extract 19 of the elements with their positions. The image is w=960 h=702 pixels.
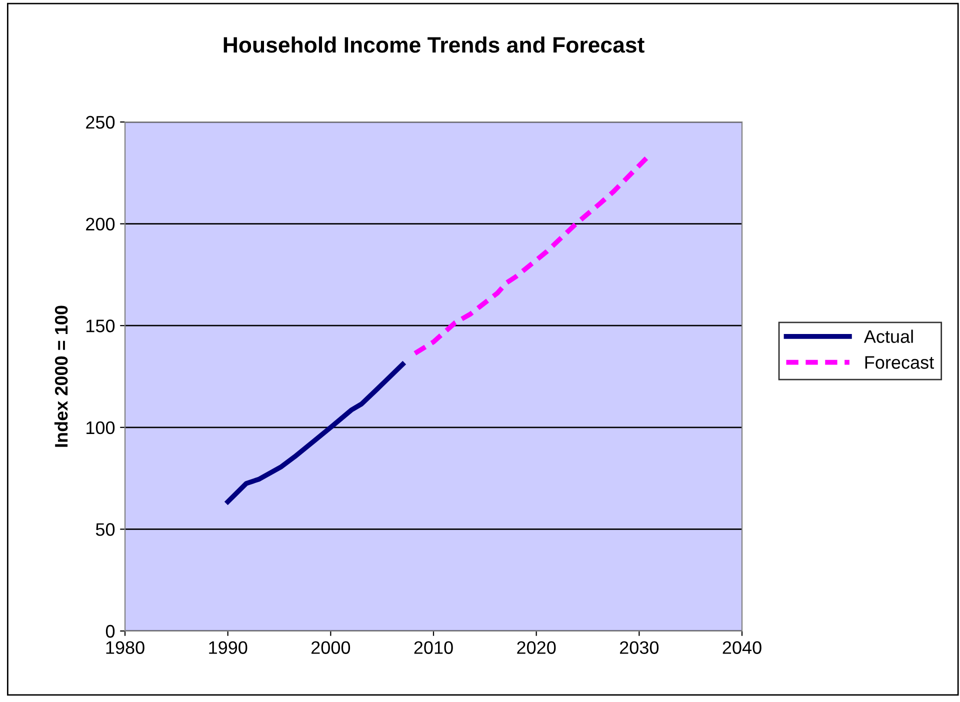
line-series — [412, 156, 649, 356]
legend-label: Forecast — [865, 356, 934, 369]
x-tick-label: 2000 — [311, 641, 350, 654]
y-tick-label: 50 — [96, 523, 115, 536]
x-tick-label: 2020 — [517, 641, 556, 654]
y-tick-label: 100 — [86, 421, 115, 434]
y-axis-title: Index 2000 = 100 — [54, 306, 68, 447]
x-tick-label: 2010 — [414, 641, 453, 654]
line-series — [225, 362, 406, 504]
y-tick-label: 0 — [106, 624, 115, 638]
y-tick-label: 200 — [86, 218, 115, 231]
x-tick-label: 2040 — [722, 641, 762, 654]
x-tick-label: 1990 — [209, 641, 248, 654]
chart-title: Household Income Trends and Forecast — [224, 36, 644, 53]
x-tick-label: 1980 — [106, 641, 144, 654]
y-tick-label: 250 — [86, 116, 115, 129]
y-tick-label: 150 — [86, 320, 115, 332]
legend-label: Actual — [864, 330, 913, 343]
x-tick-label: 2030 — [620, 641, 659, 654]
